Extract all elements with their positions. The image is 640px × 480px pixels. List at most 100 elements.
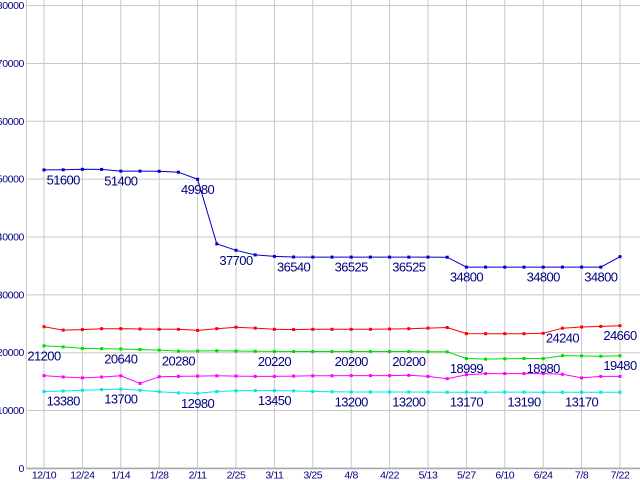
series-cyan-marker <box>100 388 104 392</box>
x-tick-label: 2/11 <box>189 470 208 480</box>
series-cyan-marker <box>484 390 488 394</box>
y-tick-label: 50000 <box>0 174 25 186</box>
series-blue-marker <box>215 242 219 246</box>
series-blue-marker <box>292 255 296 259</box>
series-cyan-value-label: 13450 <box>258 393 292 408</box>
series-red-marker <box>234 325 238 329</box>
series-blue-value-label: 34800 <box>527 270 561 285</box>
y-tick-label: 60000 <box>0 116 25 128</box>
series-green-marker <box>503 357 507 361</box>
series-blue-marker <box>388 255 392 259</box>
series-cyan-value-label: 13190 <box>507 395 541 410</box>
series-red-marker <box>61 328 65 332</box>
series-magenta-marker <box>176 374 180 378</box>
series-magenta-marker <box>580 376 584 380</box>
series-green-value-label: 18980 <box>527 361 561 376</box>
series-cyan-marker <box>61 389 65 393</box>
series-blue-marker <box>138 169 142 173</box>
series-red-marker <box>368 327 372 331</box>
series-green-marker <box>80 346 84 350</box>
series-red-marker <box>484 332 488 336</box>
series-blue-marker <box>522 265 526 269</box>
series-red-marker <box>349 327 353 331</box>
x-tick-label: 5/13 <box>419 470 438 480</box>
series-magenta-marker <box>330 374 334 378</box>
series-green-marker <box>368 350 372 353</box>
series-red-marker <box>272 327 276 331</box>
series-blue-marker <box>253 253 257 257</box>
series-red-marker <box>330 327 334 331</box>
series-cyan-value-label: 13200 <box>392 395 426 410</box>
series-blue-marker <box>599 265 603 269</box>
series-cyan-marker <box>580 390 584 394</box>
series-green-marker <box>215 349 219 353</box>
series-blue-value-label: 34800 <box>450 270 484 285</box>
series-magenta-marker <box>272 374 276 378</box>
series-cyan-marker <box>560 390 564 394</box>
series-magenta-marker <box>388 374 392 378</box>
series-cyan-marker <box>349 390 353 394</box>
series-cyan-marker <box>119 387 123 391</box>
series-blue-value-label: 36525 <box>392 260 426 275</box>
y-tick-label: 0 <box>19 463 25 475</box>
series-green-value-label: 21200 <box>27 348 61 363</box>
series-green-marker <box>61 345 65 349</box>
series-green-marker <box>253 349 257 353</box>
series-red-marker <box>407 327 411 331</box>
series-green-marker <box>196 349 200 353</box>
series-magenta-marker <box>349 374 353 378</box>
y-tick-label: 20000 <box>0 347 25 359</box>
series-blue-marker <box>272 254 276 258</box>
series-red-marker <box>464 332 468 336</box>
series-green <box>42 344 622 361</box>
series-magenta-marker <box>100 375 104 379</box>
series-cyan-value-label: 13200 <box>335 395 369 410</box>
series-cyan-marker <box>330 390 334 394</box>
series-magenta-marker <box>503 372 507 376</box>
series-green-value-label: 20200 <box>335 354 369 369</box>
series-red-marker <box>253 326 257 330</box>
series-blue-marker <box>330 255 334 259</box>
series-magenta-marker <box>61 375 65 379</box>
series-cyan-marker <box>368 390 372 394</box>
series-cyan-marker <box>253 389 257 393</box>
series-cyan-value-label: 13380 <box>47 394 81 409</box>
series-red-value-label: 24240 <box>546 331 580 346</box>
series-red-marker <box>426 326 430 330</box>
series-green-value-label: 20280 <box>162 354 196 369</box>
series-cyan-marker <box>138 388 142 392</box>
series-blue-marker <box>311 255 315 259</box>
series-green-marker <box>119 347 123 351</box>
series-cyan-marker <box>464 390 468 394</box>
series-blue-value-label: 37700 <box>219 253 253 268</box>
series-red <box>42 324 622 336</box>
series-cyan-marker <box>292 389 296 393</box>
series-magenta-marker <box>541 372 545 376</box>
series-blue-marker <box>100 167 104 171</box>
series-green-value-label: 20200 <box>392 354 426 369</box>
x-tick-label: 2/25 <box>227 470 246 480</box>
series-cyan-value-label: 13170 <box>450 395 484 410</box>
y-tick-label: 70000 <box>0 58 25 70</box>
series-green-marker <box>176 349 180 353</box>
series-magenta-marker <box>80 376 84 380</box>
series-blue-marker <box>368 255 372 259</box>
series-magenta-marker <box>215 374 219 378</box>
series-cyan-value-label: 13170 <box>565 395 599 410</box>
series-cyan-marker <box>388 390 392 394</box>
series-red-marker <box>311 327 315 331</box>
series-cyan-marker <box>272 389 276 393</box>
series-cyan-marker <box>215 390 219 393</box>
series-cyan-marker <box>80 388 84 392</box>
x-tick-label: 12/24 <box>70 470 95 480</box>
series-blue-marker <box>119 169 123 173</box>
series-blue-marker <box>157 169 161 173</box>
series-red-marker <box>292 328 296 332</box>
series-green-marker <box>599 354 603 358</box>
series-red-marker <box>157 327 161 331</box>
series-magenta-marker <box>253 374 257 378</box>
series-cyan-marker <box>599 390 603 394</box>
series-magenta-marker <box>368 374 372 378</box>
